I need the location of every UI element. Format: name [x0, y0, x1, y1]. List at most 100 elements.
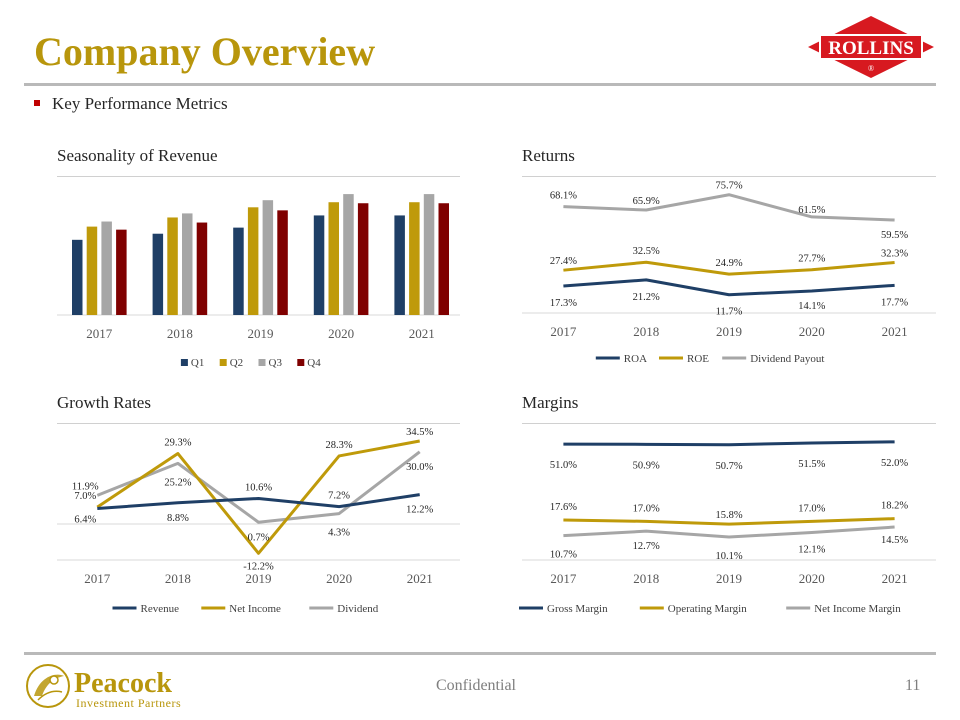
data-label-roe-2020: 27.7%	[798, 254, 825, 265]
data-label-operating-margin-2021: 18.2%	[881, 501, 908, 512]
legend-swatch-q4	[297, 359, 305, 366]
bar-q4-2020	[357, 203, 369, 315]
header-rule	[24, 83, 936, 86]
bar-q4-2019	[277, 210, 288, 315]
confidential-label: Confidential	[436, 677, 516, 694]
data-label-net-income-margin-2018: 12.7%	[633, 541, 660, 552]
bar-q2-2021	[409, 202, 420, 315]
bar-q2-2020	[328, 202, 339, 315]
data-label-gross-margin-2020: 51.5%	[798, 459, 825, 470]
page-number: 11	[905, 677, 921, 694]
bar-q2-2017	[86, 226, 98, 315]
bar-q4-2021	[438, 203, 449, 315]
data-label-revenue-2019: 10.6%	[245, 482, 272, 493]
x-tick-2018: 2018	[633, 571, 659, 586]
logo-registered: ®	[868, 64, 874, 73]
legend-label-net-income: Net Income	[229, 603, 281, 615]
x-tick-2020: 2020	[799, 324, 825, 339]
legend-swatch-q1	[180, 359, 188, 366]
x-tick-2019: 2019	[248, 326, 274, 341]
legend-label-operating-margin: Operating Margin	[668, 603, 747, 615]
data-label-net-income-margin-2021: 14.5%	[881, 535, 908, 546]
bar-q3-2021	[423, 194, 435, 315]
series-line-roe	[563, 260, 895, 276]
x-tick-2017: 2017	[550, 324, 577, 339]
legend-label-roe: ROE	[687, 353, 709, 365]
legend-label-revenue: Revenue	[141, 603, 180, 615]
legend-swatch-q2	[219, 359, 227, 366]
x-tick-2018: 2018	[167, 326, 193, 341]
data-label-operating-margin-2019: 15.8%	[715, 510, 742, 521]
legend-label-dividend: Dividend	[337, 603, 378, 615]
data-label-gross-margin-2018: 50.9%	[633, 460, 660, 471]
x-tick-2019: 2019	[246, 571, 272, 586]
series-line-operating-margin	[563, 517, 895, 526]
logo-band	[819, 34, 923, 60]
chart-title-seasonality: Seasonality of Revenue	[57, 146, 218, 165]
bar-q1-2020	[313, 215, 325, 315]
data-label-net-income-2019: -12.2%	[243, 561, 274, 572]
x-tick-2017: 2017	[84, 571, 111, 586]
data-label-dividend-payout-2019: 75.7%	[715, 181, 742, 192]
data-label-roa-2021: 17.7%	[881, 297, 908, 308]
x-tick-2018: 2018	[165, 571, 191, 586]
seasonality-chart: 2017 2018 2019 2020 2021 Q1 Q2 Q3 Q4	[57, 194, 460, 369]
chart-title-returns: Returns	[522, 146, 575, 165]
x-tick-2021: 2021	[882, 324, 908, 339]
data-label-net-income-2018: 29.3%	[164, 438, 191, 449]
data-label-operating-margin-2017: 17.6%	[550, 502, 577, 513]
footer-rule	[24, 652, 936, 655]
series-line-net-income-margin	[563, 525, 895, 539]
legend-label-roa: ROA	[624, 353, 647, 365]
legend-label-gross-margin: Gross Margin	[547, 603, 608, 615]
x-tick-2017: 2017	[550, 571, 577, 586]
data-label-operating-margin-2020: 17.0%	[798, 503, 825, 514]
legend-label-net-income-margin: Net Income Margin	[814, 603, 901, 615]
series-line-gross-margin	[563, 440, 895, 447]
bar-q2-2018	[167, 217, 178, 315]
data-label-revenue-2020: 7.2%	[328, 491, 350, 502]
data-label-net-income-2020: 28.3%	[326, 440, 353, 451]
data-label-gross-margin-2019: 50.7%	[715, 461, 742, 472]
chart-title-growth: Growth Rates	[57, 393, 151, 412]
x-tick-2021: 2021	[409, 326, 435, 341]
series-line-dividend-payout	[563, 193, 895, 222]
bar-q4-2017	[116, 229, 127, 315]
peacock-logo: Peacock Investment Partners	[24, 660, 224, 710]
bar-q3-2020	[343, 194, 354, 315]
returns-chart: 17.3% 21.2% 11.7% 14.1% 17.7% 27.4% 32.5% 24.9%…	[522, 181, 936, 365]
data-label-dividend-2019: 0.7%	[248, 532, 270, 543]
bar-q3-2017	[101, 221, 112, 315]
legend-swatch-q3	[258, 359, 266, 366]
data-label-roe-2021: 32.3%	[881, 249, 908, 260]
bar-q3-2018	[182, 213, 193, 315]
x-tick-2021: 2021	[882, 571, 908, 586]
data-label-operating-margin-2018: 17.0%	[633, 503, 660, 514]
chart-title-margins: Margins	[522, 393, 579, 412]
data-label-roa-2020: 14.1%	[798, 301, 825, 312]
data-label-net-income-margin-2017: 10.7%	[550, 550, 577, 561]
data-label-dividend-2018: 25.2%	[164, 477, 191, 488]
data-label-revenue-2021: 12.2%	[406, 505, 433, 516]
x-tick-2018: 2018	[633, 324, 659, 339]
x-tick-2020: 2020	[326, 571, 352, 586]
data-label-roe-2019: 24.9%	[715, 258, 742, 269]
bar-q2-2019	[247, 207, 259, 315]
data-label-gross-margin-2021: 52.0%	[881, 458, 908, 469]
data-label-net-income-margin-2019: 10.1%	[715, 551, 742, 562]
data-label-revenue-2017: 6.4%	[74, 515, 96, 526]
bar-q1-2021	[394, 215, 405, 315]
peacock-feather-icon	[26, 664, 70, 708]
series-line-dividend	[96, 450, 421, 524]
legend-label-q2: Q2	[230, 357, 243, 369]
x-tick-2020: 2020	[328, 326, 354, 341]
x-tick-2019: 2019	[716, 571, 742, 586]
bar-q4-2018	[196, 222, 208, 315]
data-label-dividend-payout-2018: 65.9%	[633, 196, 660, 207]
brand-name: Peacock	[74, 668, 172, 699]
legend-label-q3: Q3	[269, 357, 283, 369]
x-tick-2021: 2021	[407, 571, 433, 586]
data-label-dividend-payout-2020: 61.5%	[798, 205, 825, 216]
data-label-roa-2017: 17.3%	[550, 298, 577, 309]
data-label-roe-2017: 27.4%	[550, 256, 577, 267]
